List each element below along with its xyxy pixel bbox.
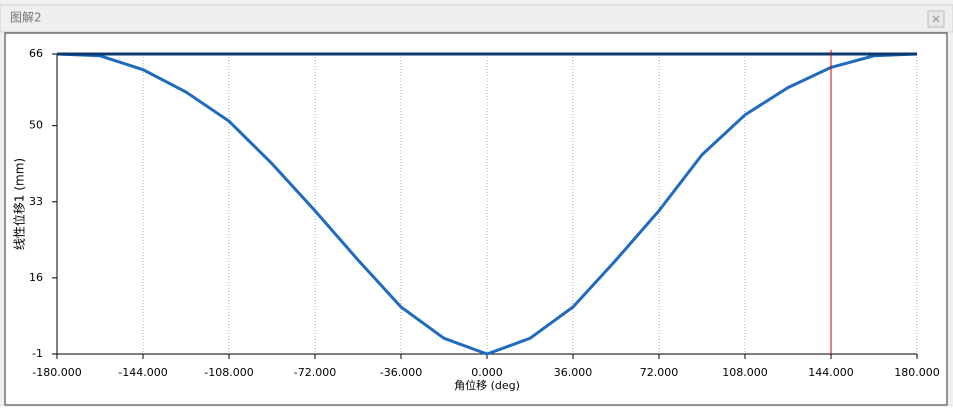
x-tick-label: 72.000 bbox=[640, 366, 679, 379]
y-tick-label: 66 bbox=[29, 47, 43, 60]
x-tick-label: -144.000 bbox=[118, 366, 167, 379]
x-axis-label: 角位移 (deg) bbox=[454, 378, 520, 392]
y-tick-label: 16 bbox=[29, 271, 43, 284]
x-tick-label: 36.000 bbox=[554, 366, 593, 379]
window-title: 图解2 bbox=[10, 11, 42, 25]
title-bar bbox=[0, 4, 953, 33]
line-series bbox=[56, 52, 918, 356]
x-tick-label: 180.000 bbox=[894, 366, 940, 379]
x-tick-label: -108.000 bbox=[204, 366, 253, 379]
x-tick-label: -72.000 bbox=[294, 366, 336, 379]
x-tick-label: 0.000 bbox=[471, 366, 503, 379]
x-tick-label: -36.000 bbox=[380, 366, 422, 379]
x-tick-label: -180.000 bbox=[32, 366, 81, 379]
chart-panel bbox=[4, 32, 948, 406]
close-button[interactable] bbox=[927, 10, 945, 28]
y-tick-label: 50 bbox=[29, 119, 43, 132]
x-tick-label: 108.000 bbox=[722, 366, 768, 379]
y-tick-label: -1 bbox=[32, 347, 43, 360]
y-tick-label: 33 bbox=[29, 195, 43, 208]
y-axis-label: 线性位移1 (mm) bbox=[12, 158, 27, 250]
x-tick-label: 144.000 bbox=[808, 366, 854, 379]
